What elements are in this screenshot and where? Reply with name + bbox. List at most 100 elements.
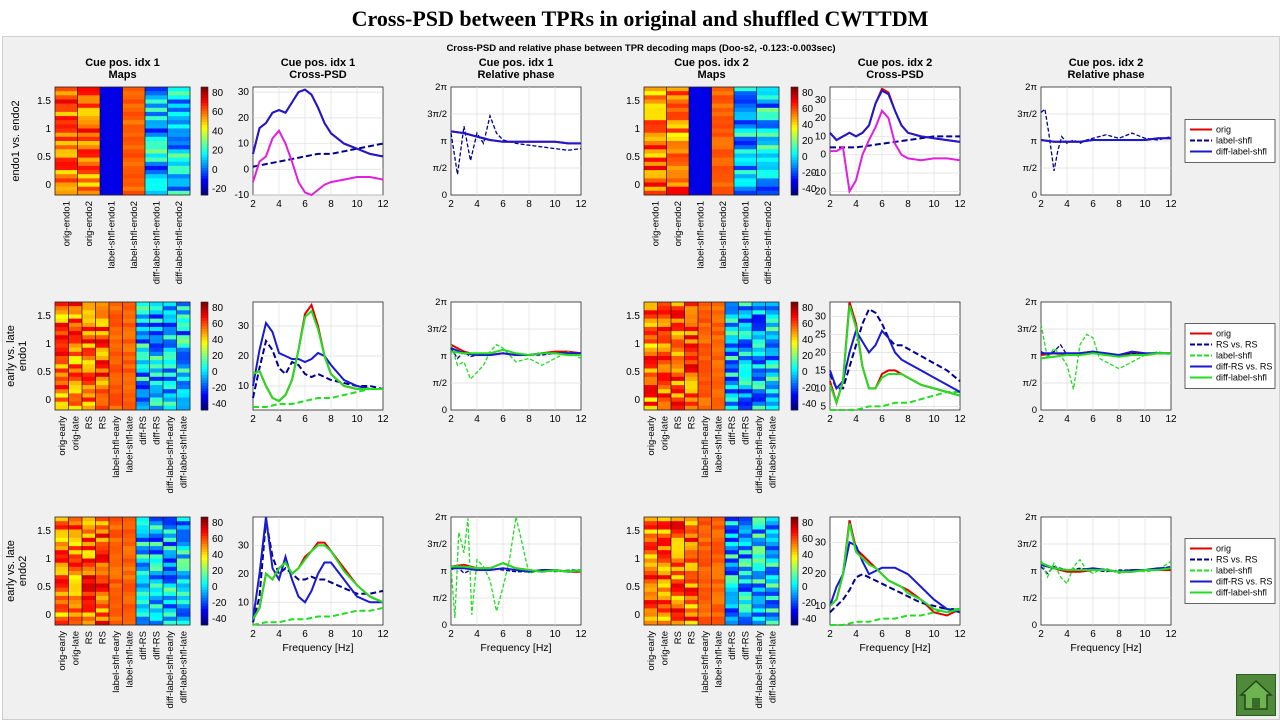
- map-cell: [684, 376, 699, 382]
- map-cell: [176, 558, 191, 564]
- map-cell: [149, 591, 164, 597]
- map-cell: [68, 546, 83, 551]
- y-tick-label: π/2: [1023, 163, 1037, 174]
- map-column-label: label-shfl-late: [124, 631, 135, 688]
- map-cell: [711, 533, 726, 539]
- map-cell: [738, 595, 753, 601]
- x-tick-label: 6: [500, 629, 506, 640]
- map-cell: [711, 562, 726, 568]
- map-cell: [711, 537, 726, 543]
- map-column-label: orig-late: [70, 631, 81, 665]
- map-cell: [684, 385, 699, 390]
- colorbar-tick-label: -20: [212, 598, 227, 609]
- series-line: [829, 328, 961, 393]
- map-cell: [698, 537, 712, 543]
- map-cell: [644, 343, 658, 349]
- x-tick-label: 12: [1165, 629, 1177, 640]
- map-cell: [136, 612, 150, 618]
- map-cell: [136, 537, 150, 543]
- map-cell: [122, 153, 146, 159]
- map-cell: [698, 322, 712, 328]
- map-cell: [734, 124, 757, 129]
- map-cell: [176, 579, 191, 584]
- map-cell: [122, 132, 146, 138]
- series-line: [829, 540, 961, 614]
- colorbar-segment: [791, 100, 798, 104]
- map-cell: [55, 608, 69, 613]
- map-cell: [55, 190, 78, 196]
- map-cell: [752, 562, 766, 568]
- map-cell: [163, 562, 177, 568]
- map-cell: [82, 302, 96, 307]
- map-cell: [55, 141, 78, 146]
- map-cell: [738, 339, 753, 344]
- map-cell: [149, 389, 164, 394]
- series-line: [829, 523, 961, 614]
- map-cell: [163, 331, 177, 336]
- map-cell: [644, 326, 658, 332]
- map-cell: [68, 579, 83, 584]
- map-cell: [167, 170, 191, 175]
- colorbar-segment: [791, 192, 798, 196]
- colorbar-tick-label: 40: [212, 550, 224, 561]
- colorbar-tick-label: 60: [212, 107, 224, 118]
- map-cell: [68, 376, 83, 382]
- map-cell: [82, 356, 96, 361]
- map-cell: [55, 389, 69, 394]
- map-cell: [752, 591, 766, 597]
- axes-frame: [252, 516, 384, 626]
- map-cell: [68, 529, 83, 535]
- legend-label: RS vs. RS: [1216, 555, 1258, 565]
- map-cell: [167, 116, 191, 121]
- map-cell: [55, 343, 69, 349]
- series-line: [252, 544, 384, 620]
- map-cell: [109, 368, 123, 374]
- map-cell: [109, 347, 123, 353]
- y-tick-label: π: [440, 136, 447, 147]
- map-cell: [55, 153, 78, 159]
- map-cell: [644, 314, 658, 320]
- colorbar-segment: [201, 603, 208, 607]
- x-tick-label: 10: [1139, 199, 1151, 210]
- colorbar-segment: [201, 114, 208, 118]
- map-cell: [176, 393, 191, 398]
- map-cell: [752, 401, 766, 407]
- map-cell: [671, 335, 685, 340]
- map-cell: [77, 161, 101, 167]
- map-cell: [163, 616, 177, 622]
- map-cell: [176, 541, 191, 547]
- map-cell: [122, 541, 137, 547]
- colorbar-segment: [791, 519, 798, 523]
- map-cell: [176, 612, 191, 618]
- row-label: early vs. lateendo2: [5, 540, 29, 602]
- x-axis-label: Frequency [Hz]: [859, 642, 930, 654]
- map-y-tick-label: 0: [45, 180, 51, 191]
- colorbar-segment: [201, 157, 208, 161]
- map-cell: [684, 393, 699, 398]
- map-cell: [82, 368, 96, 374]
- map-cell: [55, 517, 69, 522]
- map-cell: [68, 521, 83, 526]
- map-cell: [55, 537, 69, 543]
- home-button[interactable]: [1236, 674, 1276, 716]
- map-cell: [671, 326, 685, 332]
- map-cell: [163, 600, 177, 605]
- map-cell: [149, 376, 164, 382]
- map-cell: [95, 595, 110, 601]
- map-cell: [738, 306, 753, 311]
- colorbar-segment: [201, 608, 208, 612]
- map-cell: [644, 116, 667, 121]
- map-cell: [176, 397, 191, 403]
- map-cell: [122, 368, 137, 374]
- map-column-label: orig-endo2: [84, 201, 95, 246]
- map-cell: [77, 190, 101, 196]
- map-cell: [725, 550, 739, 555]
- colorbar-segment: [201, 334, 208, 338]
- colorbar-segment: [791, 541, 798, 545]
- map-cell: [109, 405, 123, 411]
- map-cell: [671, 318, 685, 324]
- map-cell: [644, 537, 658, 543]
